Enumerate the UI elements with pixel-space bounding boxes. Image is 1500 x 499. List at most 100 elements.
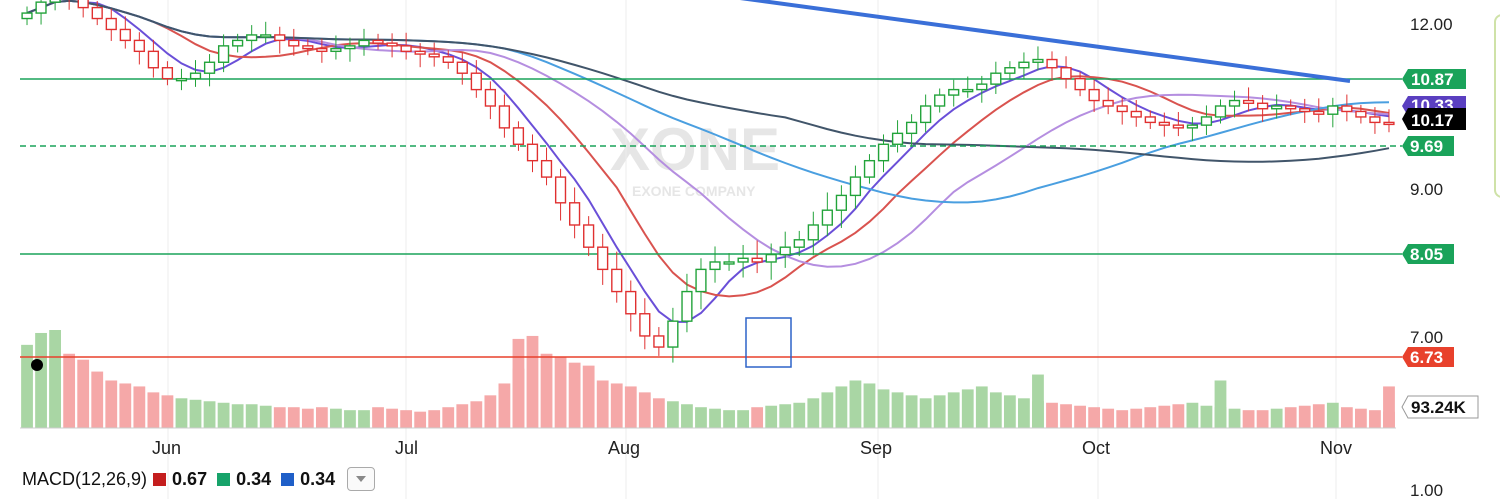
volume-bar — [1256, 410, 1269, 428]
candle-body — [442, 56, 454, 63]
candle-body — [288, 39, 300, 47]
candle-body — [723, 261, 735, 265]
candle-body — [667, 320, 679, 348]
volume-bar — [568, 362, 581, 428]
volume-bar — [161, 395, 174, 428]
candle-body — [175, 77, 188, 82]
tag-6-73[interactable] — [1402, 347, 1454, 367]
candle-body — [77, 0, 89, 9]
tag-9-69[interactable] — [1402, 136, 1454, 156]
price-tags: 10.87 10.33 10.17 9.69 8.05 6.73 93.24K — [1401, 69, 1479, 419]
candle-body — [246, 34, 258, 42]
candle-body — [1158, 121, 1170, 126]
volume-bar — [582, 365, 595, 428]
candle-body — [835, 194, 848, 211]
volume-bar — [1102, 408, 1115, 428]
month-label: Aug — [608, 438, 640, 458]
volume-bar — [1312, 404, 1325, 428]
candle-body — [765, 253, 777, 263]
candle-body — [1383, 121, 1395, 126]
volume-bar — [442, 407, 455, 428]
volume-bar — [1340, 407, 1353, 428]
candle-body — [274, 34, 286, 42]
volume-bar — [386, 408, 398, 428]
volume-bar — [330, 408, 342, 428]
macd-signal-value: 0.34 — [236, 468, 272, 489]
candle-body — [709, 261, 721, 271]
volume-bar — [1172, 404, 1185, 428]
macd-label: MACD(12,26,9) — [22, 468, 148, 489]
volume-bar — [540, 353, 553, 428]
candle-body — [428, 53, 440, 58]
volume-bar — [681, 404, 693, 428]
volume-bar — [1369, 410, 1381, 428]
volume-bar — [119, 383, 132, 428]
macd-histogram-swatch — [281, 472, 295, 486]
candle-body — [232, 39, 244, 47]
volume-bar — [849, 380, 862, 428]
candle-body — [526, 143, 539, 162]
volume-bar — [835, 386, 848, 428]
x-axis-labels: Jun Jul Aug Sep Oct Nov — [152, 438, 1352, 458]
volume-bar — [1074, 405, 1086, 428]
volume-bar — [175, 398, 188, 428]
candle-body — [1004, 67, 1016, 74]
candle-body — [1228, 99, 1241, 107]
volume-bar — [1003, 395, 1016, 428]
candle-body — [793, 239, 805, 248]
candle-body — [49, 0, 61, 3]
tag-10-17[interactable] — [1402, 108, 1466, 130]
event-marker-dot[interactable] — [31, 359, 43, 371]
volume-bar — [105, 380, 118, 428]
month-label: Nov — [1320, 438, 1352, 458]
tag-10-87[interactable] — [1402, 69, 1466, 89]
candle-body — [849, 176, 862, 197]
volume-bar — [1018, 398, 1030, 428]
candle-body — [920, 105, 932, 124]
volume-bar — [1355, 408, 1367, 428]
candle-body — [316, 47, 328, 53]
candle-body — [330, 47, 342, 53]
volume-bar — [891, 392, 904, 428]
candle-body — [1299, 108, 1311, 113]
macd-dropdown-button[interactable] — [347, 467, 376, 491]
candle-body — [1144, 116, 1156, 124]
candle-body — [105, 17, 117, 31]
candle-body — [905, 121, 918, 135]
tag-8-05[interactable] — [1402, 244, 1454, 264]
volume-bar — [933, 395, 946, 428]
volume-bar — [947, 392, 960, 428]
volume-bar — [989, 392, 1002, 428]
volume-bar — [231, 404, 244, 428]
volume-bar — [821, 392, 834, 428]
candle-body — [119, 28, 131, 42]
volume-bar — [667, 401, 679, 428]
candle-body — [1256, 102, 1269, 110]
candle-body — [568, 202, 581, 226]
volume-bar — [1158, 405, 1171, 428]
volume-bar — [512, 338, 525, 428]
volume-bar — [315, 407, 328, 428]
watermark-company: EXONE COMPANY — [632, 183, 756, 199]
tag-volume[interactable] — [1401, 395, 1479, 419]
candle-body — [1355, 110, 1367, 118]
candle-body — [695, 268, 707, 293]
candle-body — [21, 12, 33, 20]
candle-body — [1341, 105, 1353, 113]
moving-average-line — [26, 0, 1390, 323]
volume-bar — [751, 407, 764, 428]
macd-line-value: 0.67 — [172, 468, 208, 489]
volume-bar — [1130, 408, 1143, 428]
candle-body — [877, 143, 890, 162]
candle-body — [1369, 116, 1381, 124]
candle-body — [302, 45, 314, 50]
volume-bar — [21, 344, 33, 428]
candle-body — [653, 335, 665, 348]
tag-volume-text: 93.24K — [1411, 398, 1467, 417]
y-tick-label: 12.00 — [1410, 15, 1453, 34]
moving-average-line — [26, 0, 1390, 298]
volume-bar — [652, 398, 665, 428]
side-panel-edge[interactable] — [1494, 14, 1500, 198]
volume-bar — [414, 411, 427, 428]
